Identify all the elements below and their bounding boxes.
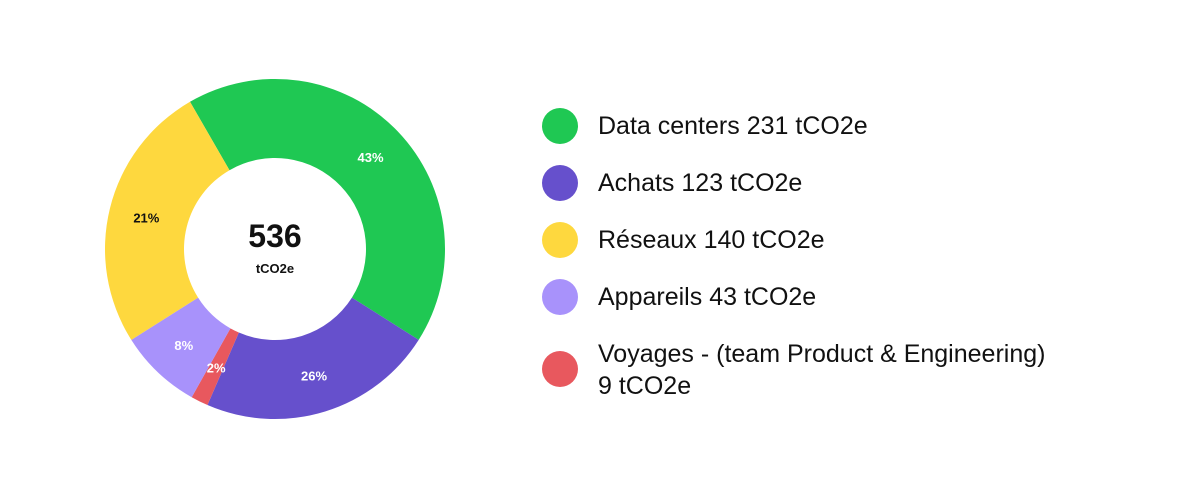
legend-swatch-appareils — [542, 279, 578, 315]
legend-unit: tCO2e — [795, 112, 868, 140]
legend-swatch-data-centers — [542, 108, 578, 144]
legend-label: Appareils — [598, 283, 703, 311]
legend-label: Achats — [598, 169, 675, 197]
legend-value: 231 — [746, 112, 789, 140]
slice-label-voyages-team-product-engineering: 2% — [207, 361, 226, 376]
legend-text-reseaux: Réseaux 140 tCO2e — [598, 222, 825, 256]
legend-unit: tCO2e — [743, 283, 817, 311]
slice-appareils — [131, 297, 231, 398]
legend-text-achats: Achats 123 tCO2e — [598, 165, 802, 199]
legend-text-data-centers: Data centers 231 tCO2e — [598, 108, 868, 142]
legend-swatch-voyages — [542, 351, 578, 387]
slice-data-centers — [190, 79, 445, 340]
legend: Data centers 231 tCO2e Achats 123 tCO2e … — [542, 108, 1162, 423]
legend-label: Réseaux — [598, 226, 697, 254]
legend-item-data-centers: Data centers 231 tCO2e — [542, 108, 1162, 144]
legend-value: 9 — [598, 372, 612, 400]
donut-chart: 43% 26% 2% 8% 21% 536 tCO2e — [0, 0, 560, 500]
slice-r-seaux — [105, 101, 230, 340]
legend-swatch-achats — [542, 165, 578, 201]
legend-value: 123 — [681, 169, 724, 197]
center-unit: tCO2e — [255, 261, 295, 276]
slice-voyages-team-product-engineering — [191, 328, 239, 406]
legend-item-appareils: Appareils 43 tCO2e — [542, 279, 1162, 315]
legend-unit: tCO2e — [752, 226, 825, 254]
slice-label-r-seaux: 21% — [133, 210, 159, 225]
legend-swatch-reseaux — [542, 222, 578, 258]
legend-unit: tCO2e — [730, 169, 803, 197]
legend-text-voyages: Voyages - (team Product & Engineering) 9… — [598, 336, 1045, 402]
legend-label: Voyages - (team Product & Engineering) — [598, 340, 1046, 368]
legend-item-reseaux: Réseaux 140 tCO2e — [542, 222, 1162, 258]
legend-text-appareils: Appareils 43 tCO2e — [598, 279, 816, 313]
legend-value: 140 — [703, 226, 746, 254]
legend-item-voyages: Voyages - (team Product & Engineering) 9… — [542, 336, 1162, 402]
slice-label-achats: 26% — [301, 369, 327, 384]
legend-item-achats: Achats 123 tCO2e — [542, 165, 1162, 201]
center-total: 536 — [248, 218, 302, 254]
legend-label: Data centers — [598, 112, 740, 140]
legend-unit: tCO2e — [618, 372, 692, 400]
slice-achats — [207, 297, 419, 420]
slice-label-appareils: 8% — [174, 338, 193, 353]
donut-chart-svg: 43% 26% 2% 8% 21% — [105, 79, 445, 420]
slice-label-data-centers: 43% — [358, 150, 384, 165]
legend-value: 43 — [709, 283, 737, 311]
